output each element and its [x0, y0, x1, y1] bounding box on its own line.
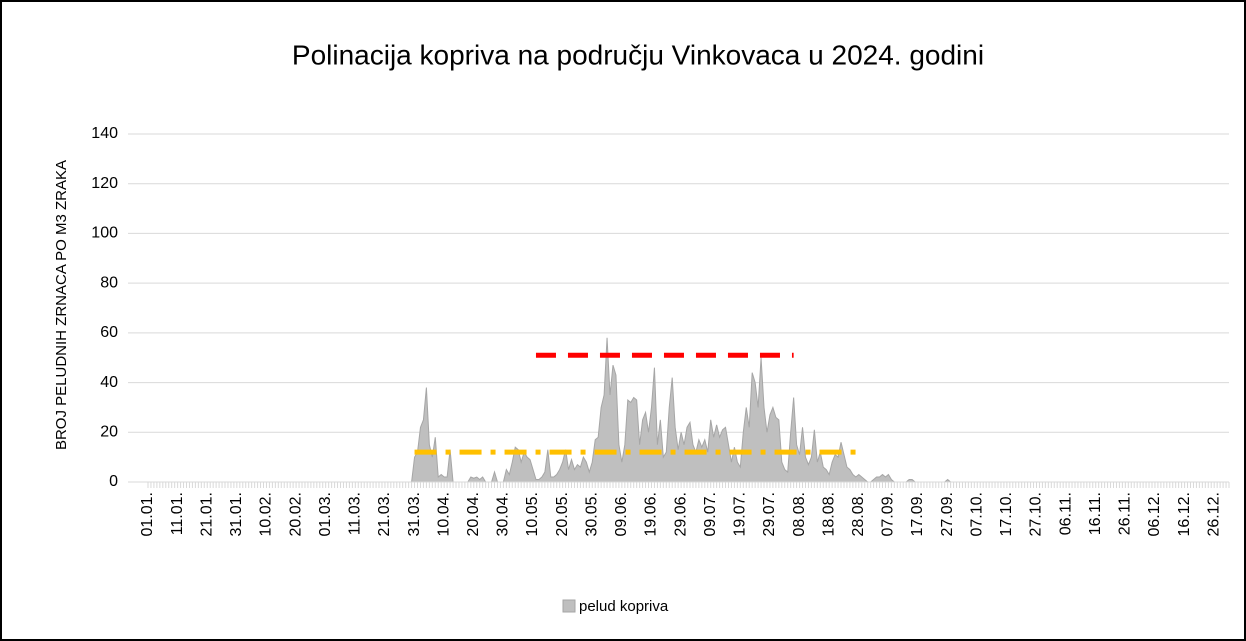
x-tick-label: 31.01. [228, 492, 245, 536]
y-tick-label: 140 [91, 125, 118, 142]
x-tick-label: 06.11. [1057, 492, 1074, 535]
x-tick-label: 20.02. [287, 492, 304, 536]
y-tick-label: 40 [100, 374, 118, 391]
x-tick-label: 09.06. [613, 492, 630, 536]
x-tick-label: 06.12. [1146, 492, 1163, 536]
legend-swatch [562, 599, 576, 613]
chart-title: Polinacija kopriva na području Vinkovaca… [292, 39, 984, 70]
x-tick-label: 26.11. [1117, 492, 1134, 535]
x-tick-label: 29.07. [761, 492, 778, 536]
y-tick-label: 20 [100, 424, 118, 441]
x-tick-label: 16.11. [1087, 492, 1104, 535]
x-tick-label: 07.09. [880, 492, 897, 536]
x-tick-label: 01.03. [317, 492, 334, 536]
x-tick-label: 09.07. [702, 492, 719, 536]
y-tick-label: 80 [100, 274, 118, 291]
x-tick-label: 11.03. [347, 492, 364, 535]
x-tick-label: 27.10. [1028, 492, 1045, 536]
y-tick-label: 60 [100, 324, 118, 341]
x-tick-label: 19.07. [732, 492, 749, 536]
x-tick-label: 11.01. [169, 492, 186, 535]
x-tick-label: 20.05. [554, 492, 571, 536]
x-tick-label: 01.01. [139, 492, 156, 536]
x-tick-label: 26.12. [1205, 492, 1222, 536]
x-tick-label: 17.10. [998, 492, 1015, 536]
x-tick-label: 21.03. [376, 492, 393, 536]
y-tick-label: 0 [109, 473, 118, 490]
x-tick-label: 31.03. [406, 492, 423, 536]
y-axis-label: BROJ PELUDNIH ZRNACA PO M3 ZRAKA [53, 160, 70, 450]
x-tick-label: 30.05. [583, 492, 600, 536]
y-tick-label: 100 [91, 225, 118, 242]
x-tick-label: 28.08. [850, 492, 867, 536]
y-tick-label: 120 [91, 175, 118, 192]
x-tick-label: 21.01. [198, 492, 215, 536]
x-tick-label: 17.09. [909, 492, 926, 536]
x-tick-label: 10.04. [435, 492, 452, 536]
x-tick-label: 19.06. [643, 492, 660, 536]
x-tick-label: 16.12. [1176, 492, 1193, 536]
x-tick-label: 07.10. [968, 492, 985, 536]
x-tick-label: 20.04. [465, 492, 482, 536]
x-tick-label: 08.08. [791, 492, 808, 536]
x-tick-label: 18.08. [820, 492, 837, 536]
x-tick-label: 10.05. [524, 492, 541, 536]
x-tick-label: 29.06. [672, 492, 689, 536]
x-tick-label: 10.02. [258, 492, 275, 536]
x-tick-label: 27.09. [939, 492, 956, 536]
legend-label: pelud kopriva [579, 598, 669, 615]
x-tick-label: 30.04. [495, 492, 512, 536]
